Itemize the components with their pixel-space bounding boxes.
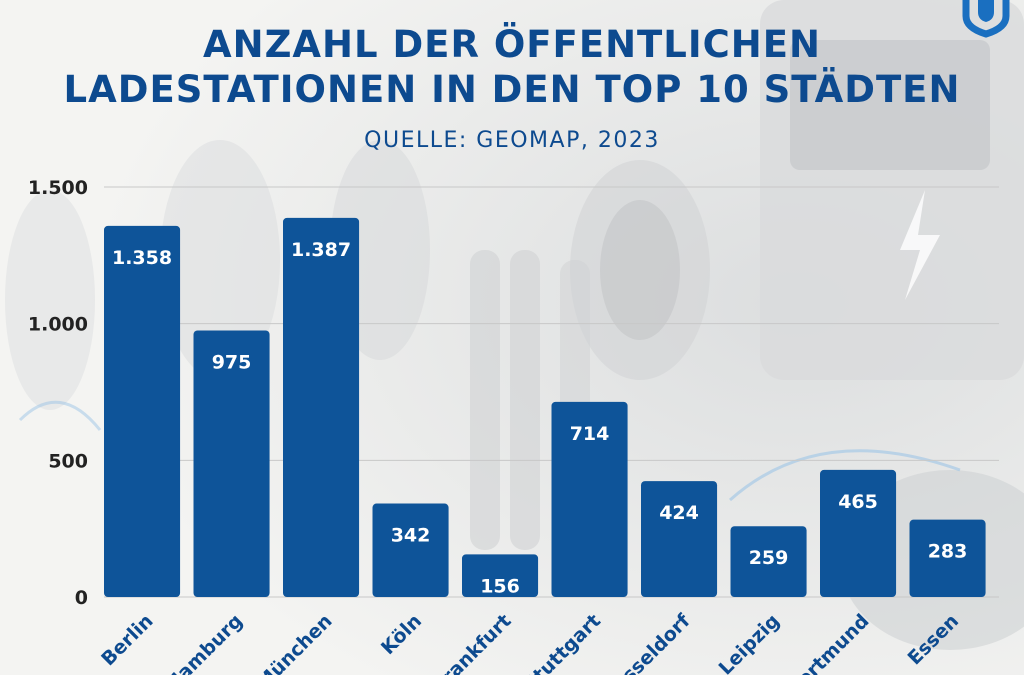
bar-value-label: 1.358 <box>112 247 172 269</box>
bar-value-label: 975 <box>212 352 252 374</box>
title-line-1: ANZAHL DER ÖFFENTLICHEN <box>202 23 822 66</box>
bar <box>372 503 449 597</box>
chart-subtitle: QUELLE: GEOMAP, 2023 <box>364 128 660 153</box>
bar-value-label: 465 <box>838 491 878 513</box>
bar <box>193 330 270 597</box>
bar-value-label: 714 <box>570 423 610 445</box>
bar <box>283 217 360 598</box>
title-line-2: LADESTATIONEN IN DEN TOP 10 STÄDTEN <box>63 68 961 111</box>
bar <box>820 469 897 597</box>
bar <box>551 401 628 597</box>
bar-value-label: 283 <box>928 541 968 563</box>
category-label: Leipzig <box>715 610 784 675</box>
bar-value-label: 259 <box>749 547 789 569</box>
logo-shield-icon <box>962 0 1010 38</box>
bar <box>462 554 539 597</box>
bar <box>909 519 986 597</box>
bar <box>104 225 181 597</box>
bar-value-label: 342 <box>391 525 431 547</box>
y-tick-label: 500 <box>48 450 88 472</box>
category-label: München <box>252 610 336 675</box>
bar <box>730 526 807 597</box>
category-label: Dortmund <box>782 610 874 675</box>
y-tick-label: 1.000 <box>28 314 88 336</box>
bar-value-label: 1.387 <box>291 239 351 261</box>
y-tick-label: 1.500 <box>28 177 88 199</box>
bar <box>641 481 718 597</box>
category-label: Stuttgart <box>519 610 605 675</box>
category-label: Düsseldorf <box>597 609 695 675</box>
category-label: Berlin <box>97 610 157 670</box>
bar-value-label: 156 <box>480 575 520 597</box>
category-label: Essen <box>904 610 963 669</box>
chart-title: ANZAHL DER ÖFFENTLICHEN LADESTATIONEN IN… <box>0 22 1024 112</box>
category-label: Köln <box>377 610 426 659</box>
bar-value-label: 424 <box>659 502 699 524</box>
category-label: Frankfurt <box>429 610 516 675</box>
y-tick-label: 0 <box>75 587 88 609</box>
category-label: Hamburg <box>162 610 247 675</box>
